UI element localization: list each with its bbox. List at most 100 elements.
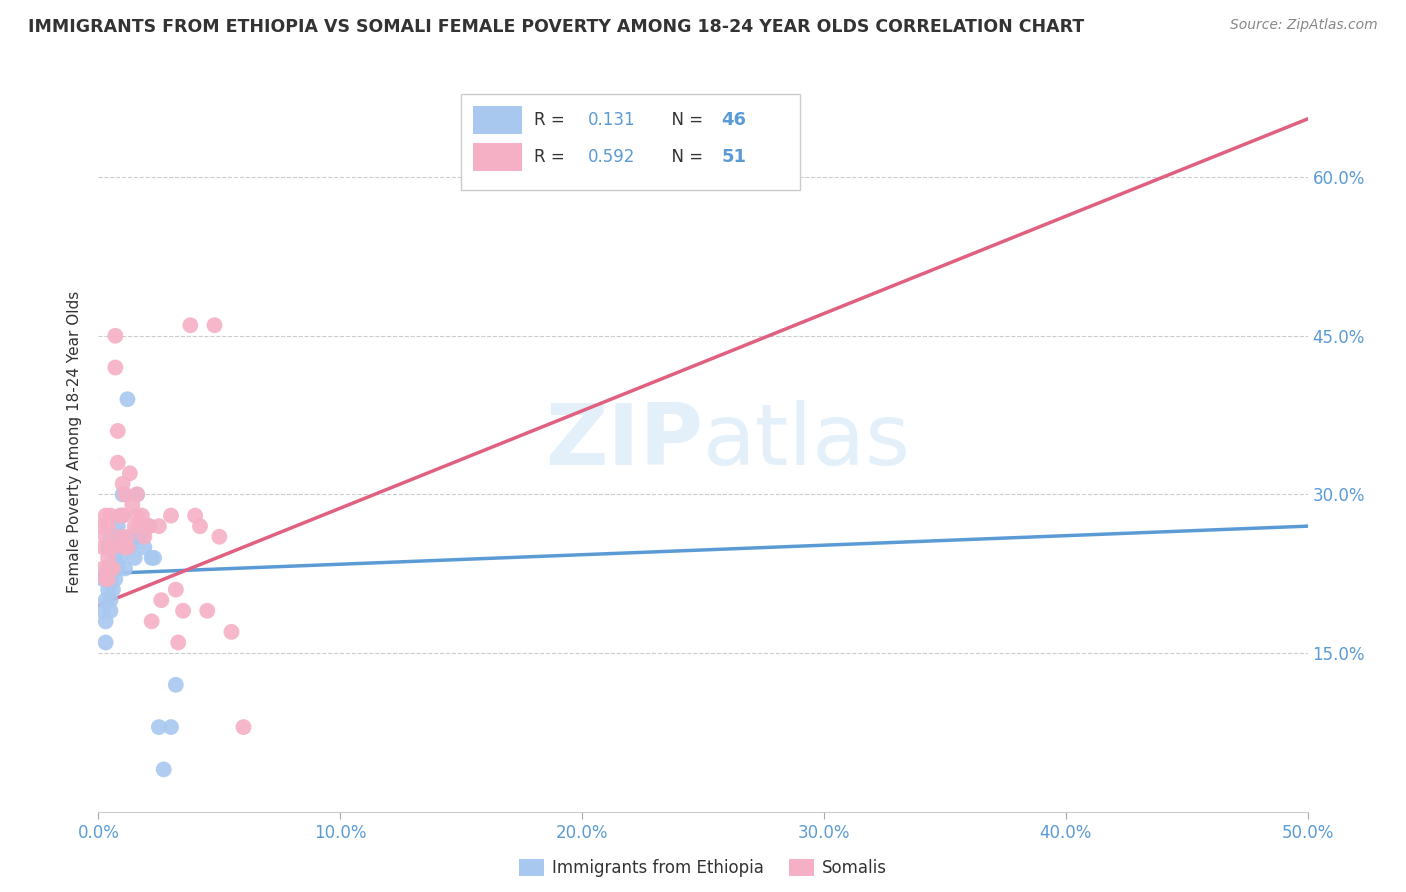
- Point: [127, 487, 149, 501]
- Point: [117, 541, 139, 555]
- Text: 46: 46: [721, 112, 747, 129]
- Point: [104, 360, 127, 375]
- Point: [141, 550, 163, 565]
- Point: [114, 487, 136, 501]
- Point: [104, 572, 127, 586]
- Point: [100, 530, 122, 544]
- Point: [195, 604, 218, 618]
- Point: [172, 604, 194, 618]
- Point: [117, 530, 139, 544]
- Point: [124, 550, 146, 565]
- Point: [111, 508, 134, 523]
- Point: [208, 530, 231, 544]
- Text: atlas: atlas: [703, 400, 911, 483]
- Point: [150, 593, 173, 607]
- Point: [101, 582, 124, 597]
- Point: [100, 593, 122, 607]
- Point: [94, 615, 117, 629]
- Point: [117, 392, 139, 407]
- Point: [135, 519, 157, 533]
- Point: [121, 498, 143, 512]
- Point: [134, 530, 156, 544]
- Point: [128, 519, 150, 533]
- Point: [138, 519, 160, 533]
- Point: [188, 519, 211, 533]
- Point: [100, 561, 122, 575]
- Point: [148, 519, 170, 533]
- Point: [165, 678, 187, 692]
- Point: [107, 424, 129, 438]
- Point: [121, 530, 143, 544]
- Point: [94, 635, 117, 649]
- Point: [94, 508, 117, 523]
- Text: IMMIGRANTS FROM ETHIOPIA VS SOMALI FEMALE POVERTY AMONG 18-24 YEAR OLDS CORRELAT: IMMIGRANTS FROM ETHIOPIA VS SOMALI FEMAL…: [28, 18, 1084, 36]
- Point: [221, 624, 243, 639]
- Point: [184, 508, 207, 523]
- Point: [108, 530, 131, 544]
- Point: [160, 508, 183, 523]
- Point: [127, 508, 149, 523]
- Point: [101, 541, 124, 555]
- Point: [111, 508, 134, 523]
- Point: [114, 561, 136, 575]
- Text: Source: ZipAtlas.com: Source: ZipAtlas.com: [1230, 18, 1378, 32]
- Point: [104, 550, 127, 565]
- Point: [128, 530, 150, 544]
- Point: [91, 572, 114, 586]
- Text: 51: 51: [721, 148, 747, 166]
- Point: [97, 582, 120, 597]
- Legend: Immigrants from Ethiopia, Somalis: Immigrants from Ethiopia, Somalis: [512, 852, 894, 884]
- Point: [97, 541, 120, 555]
- Point: [118, 541, 141, 555]
- Point: [100, 541, 122, 555]
- Point: [179, 318, 201, 333]
- Point: [138, 519, 160, 533]
- Point: [204, 318, 226, 333]
- Point: [108, 508, 131, 523]
- Text: N =: N =: [661, 112, 709, 129]
- Point: [143, 550, 166, 565]
- Point: [100, 572, 122, 586]
- Point: [101, 541, 124, 555]
- Point: [167, 635, 190, 649]
- Point: [100, 508, 122, 523]
- Point: [111, 476, 134, 491]
- Point: [111, 541, 134, 555]
- Point: [107, 541, 129, 555]
- Text: ZIP: ZIP: [546, 400, 703, 483]
- Text: 0.131: 0.131: [588, 112, 636, 129]
- Point: [124, 530, 146, 544]
- Point: [117, 541, 139, 555]
- Point: [100, 604, 122, 618]
- Text: R =: R =: [534, 112, 569, 129]
- FancyBboxPatch shape: [474, 106, 522, 135]
- Point: [141, 615, 163, 629]
- Text: R =: R =: [534, 148, 569, 166]
- Point: [107, 456, 129, 470]
- Point: [152, 763, 174, 777]
- Point: [135, 519, 157, 533]
- Point: [107, 519, 129, 533]
- Point: [97, 550, 120, 565]
- Text: N =: N =: [661, 148, 709, 166]
- Point: [101, 561, 124, 575]
- Point: [131, 508, 153, 523]
- Point: [124, 519, 146, 533]
- Point: [148, 720, 170, 734]
- Point: [118, 467, 141, 481]
- Point: [107, 561, 129, 575]
- Point: [97, 561, 120, 575]
- Point: [97, 572, 120, 586]
- Point: [94, 593, 117, 607]
- FancyBboxPatch shape: [461, 94, 800, 190]
- Point: [111, 487, 134, 501]
- Point: [165, 582, 187, 597]
- Point: [127, 487, 149, 501]
- FancyBboxPatch shape: [474, 144, 522, 171]
- Point: [97, 519, 120, 533]
- Y-axis label: Female Poverty Among 18-24 Year Olds: Female Poverty Among 18-24 Year Olds: [67, 291, 83, 592]
- Point: [91, 541, 114, 555]
- Point: [134, 541, 156, 555]
- Text: 0.592: 0.592: [588, 148, 636, 166]
- Point: [101, 561, 124, 575]
